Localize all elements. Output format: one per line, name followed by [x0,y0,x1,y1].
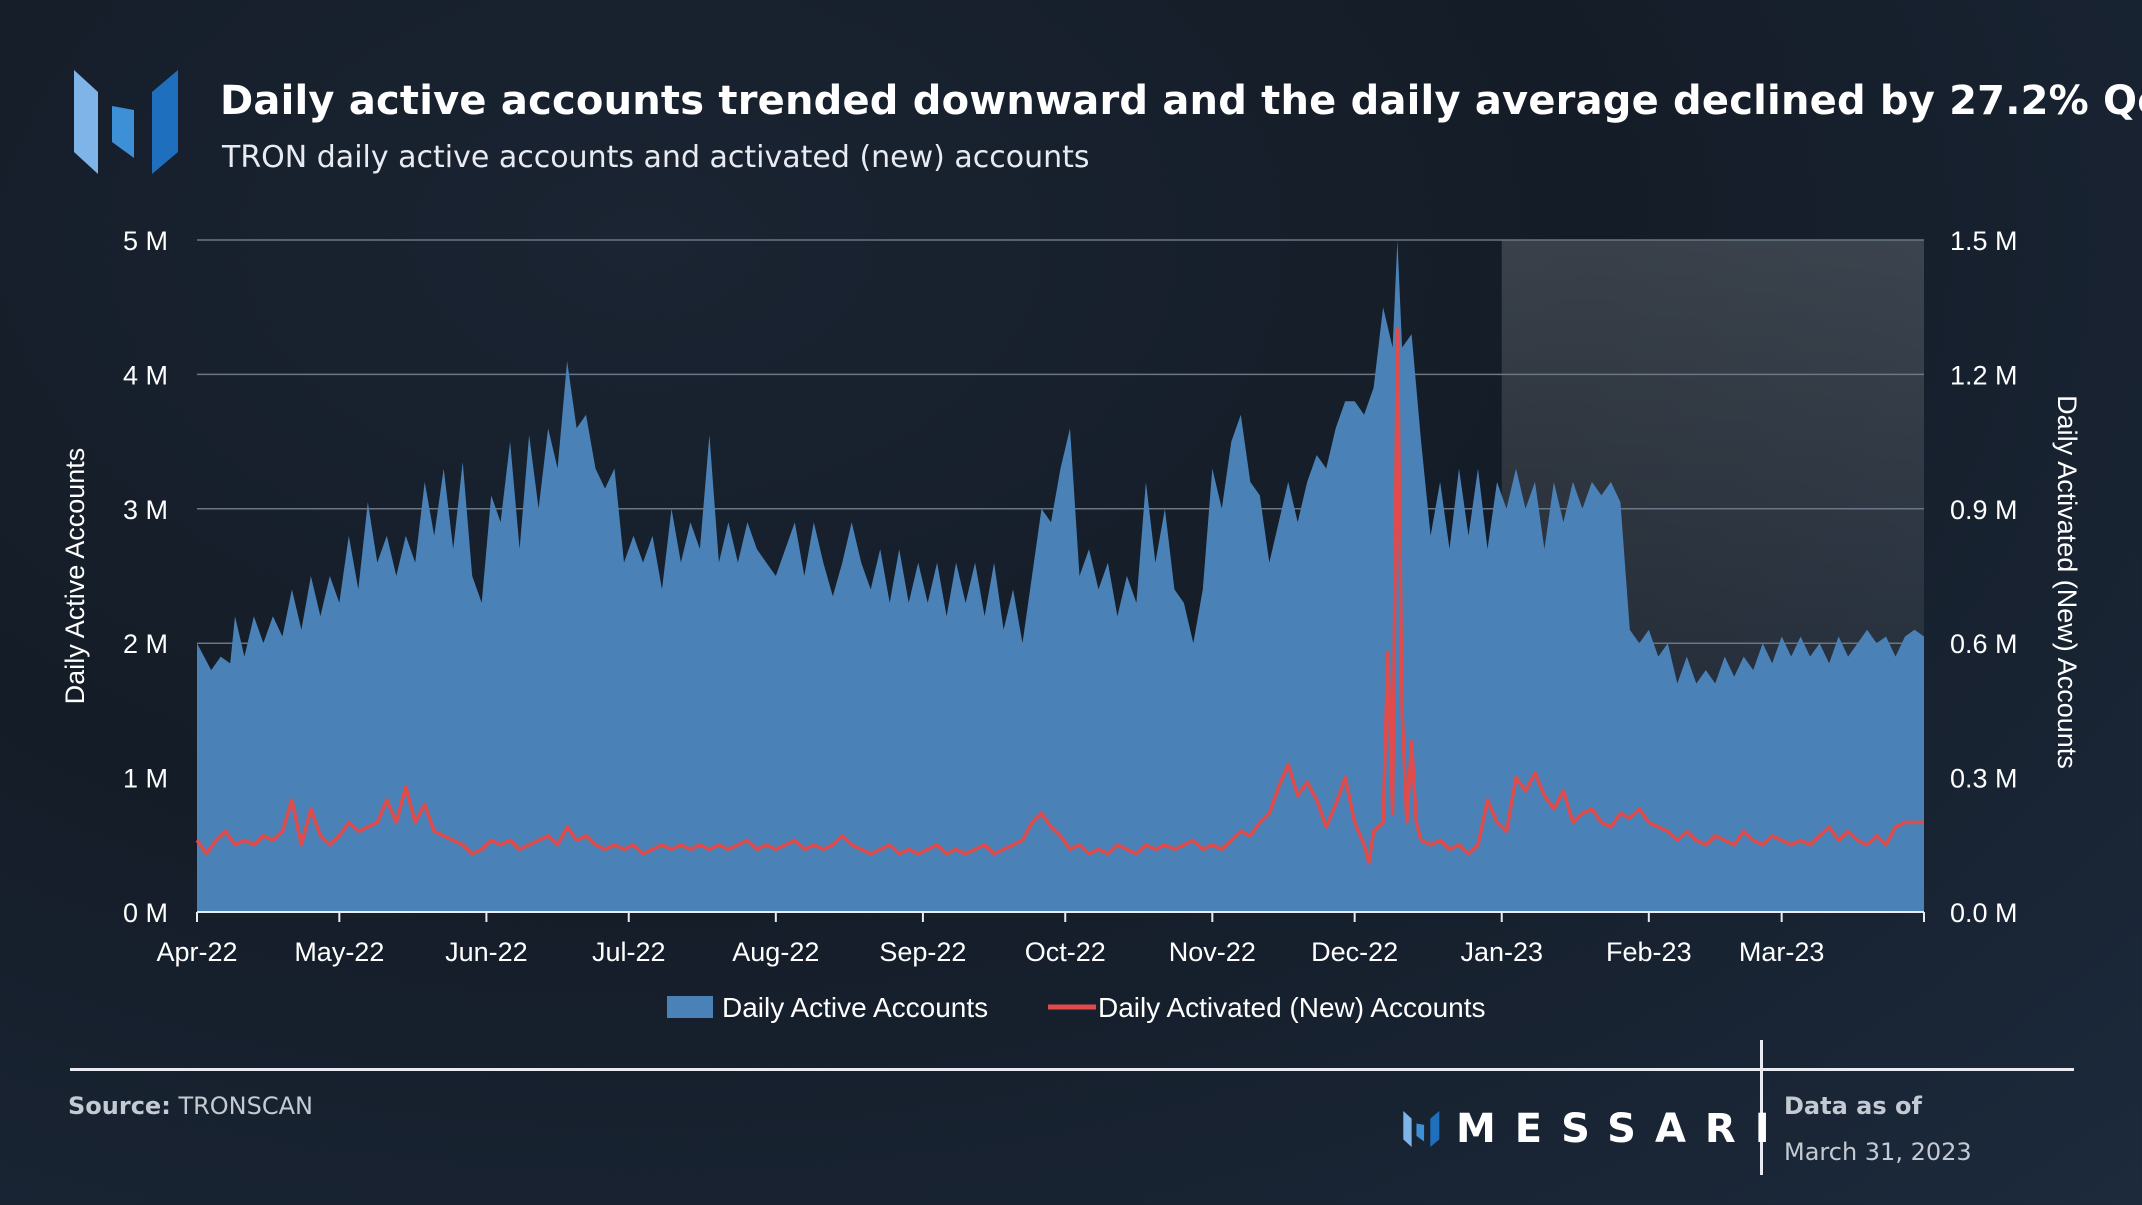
y-right-tick-label: 1.5 M [1950,226,2018,256]
x-tick-label: Nov-22 [1169,937,1256,967]
y-right-tick-label: 1.2 M [1950,360,2018,390]
legend-label-active: Daily Active Accounts [722,992,988,1023]
y-left-axis-title: Daily Active Accounts [60,448,90,705]
y-left-tick-label: 5 M [123,226,168,256]
logo-bar-mid [112,106,134,158]
x-tick-label: Oct-22 [1025,937,1106,967]
daily-activated-accounts-line [195,327,1924,865]
y-left-tick-label: 0 M [123,898,168,928]
x-tick-label: Dec-22 [1311,937,1398,967]
source-note: Source: TRONSCAN [68,1092,313,1120]
y-left-tick-label: 1 M [123,764,168,794]
y-left-tick-label: 4 M [123,360,168,390]
x-tick-label: Jan-23 [1460,937,1543,967]
messari-brand: MESSARI [1402,1106,1789,1152]
logo-bar-right [152,70,178,174]
x-tick-label: May-22 [294,937,384,967]
brand-name: MESSARI [1456,1106,1789,1152]
x-tick-label: Jun-22 [445,937,528,967]
logo-bar-left [74,70,98,174]
footer-divider [70,1068,2074,1071]
x-tick-label: Apr-22 [156,937,237,967]
x-tick-label: Feb-23 [1606,937,1692,967]
chart-title: Daily active accounts trended downward a… [220,78,2142,124]
y-left-tick-label: 3 M [123,495,168,525]
y-right-tick-label: 0.3 M [1950,764,2018,794]
legend-label-activated: Daily Activated (New) Accounts [1098,992,1486,1023]
chart-subtitle: TRON daily active accounts and activated… [222,140,1090,175]
y-right-tick-label: 0.6 M [1950,629,2018,659]
x-tick-label: Mar-23 [1739,937,1825,967]
data-as-of-label: Data as of [1784,1092,1922,1120]
daily-active-accounts-area [197,240,1924,912]
footer-vertical-divider [1760,1040,1763,1175]
legend-swatch-area [667,996,713,1018]
y-right-tick-label: 0.9 M [1950,495,2018,525]
messari-small-logo-icon [1403,1111,1440,1147]
data-as-of-date: March 31, 2023 [1784,1138,1972,1166]
messari-logo-icon [74,70,178,174]
source-value: TRONSCAN [178,1092,313,1120]
x-tick-label: Jul-22 [592,937,666,967]
x-tick-label: Sep-22 [879,937,966,967]
y-left-tick-label: 2 M [123,629,168,659]
y-right-axis-title: Daily Activated (New) Accounts [2052,395,2082,769]
x-tick-label: Aug-22 [732,937,819,967]
y-right-tick-label: 0.0 M [1950,898,2018,928]
source-label: Source: [68,1092,171,1120]
